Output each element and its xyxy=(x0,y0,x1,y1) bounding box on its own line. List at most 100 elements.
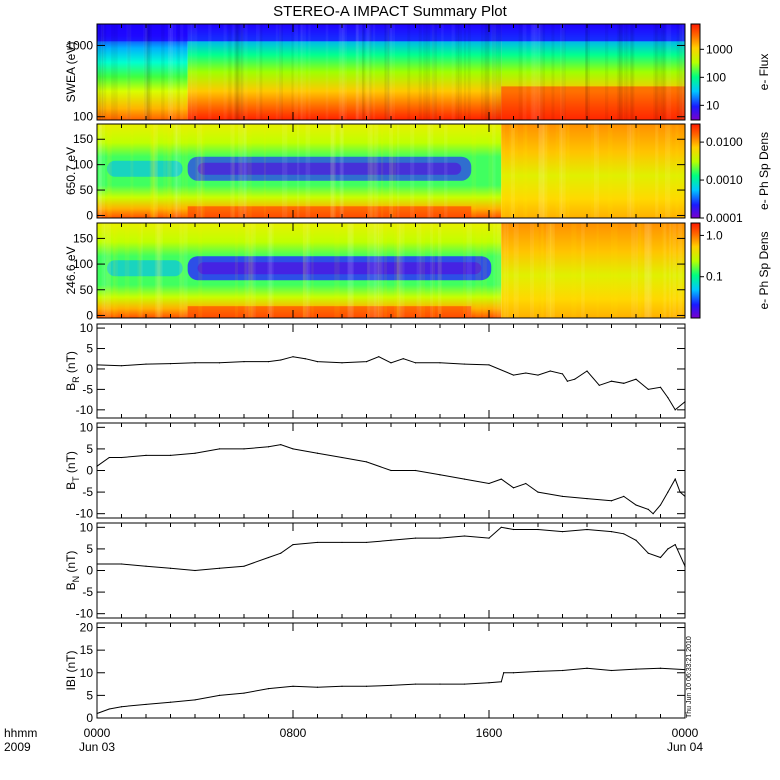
swea-stripe xyxy=(355,24,359,120)
y-axis-label-main: IBI xyxy=(64,676,78,691)
field-trace-point xyxy=(561,669,564,672)
y-tick-label: 0 xyxy=(86,208,93,222)
field-trace-point xyxy=(292,448,294,450)
swea-high-energy-band xyxy=(97,24,685,42)
pad-stripe xyxy=(157,223,163,318)
swea-stripe xyxy=(653,24,658,120)
y-tick-label: -10 xyxy=(76,607,94,621)
swea-stripe xyxy=(485,24,490,120)
swea-stripe xyxy=(278,24,282,120)
pad-stripe xyxy=(430,223,433,318)
pad-stripe xyxy=(376,223,382,318)
colorbar-label: e- Ph Sp Dens xyxy=(757,132,771,210)
pad-stripe xyxy=(156,223,163,318)
pad-stripe xyxy=(493,223,496,318)
pad-stripe xyxy=(492,124,496,218)
swea-stripe xyxy=(355,24,359,120)
pad-stripe xyxy=(416,223,422,318)
y-axis-label: IBI (nT) xyxy=(64,650,78,690)
swea-stripe xyxy=(497,24,502,120)
pad-stripe xyxy=(510,124,516,218)
pad-stripe xyxy=(153,124,158,218)
y-axis-label: SWEA (eV) xyxy=(64,42,78,103)
pad-stripe xyxy=(151,124,156,218)
colorbar-tick-label: 0.0010 xyxy=(706,173,743,187)
pad-stripe xyxy=(549,223,555,318)
pad-stripe xyxy=(571,223,577,318)
field-trace-point xyxy=(439,683,441,685)
field-trace-point xyxy=(512,672,515,674)
pad-stripe xyxy=(646,223,653,318)
colorbar-tick-label: 100 xyxy=(706,70,726,84)
pad-stripe xyxy=(374,124,379,218)
pad-stripe xyxy=(549,223,555,318)
swea-stripe xyxy=(127,24,131,120)
pad-stripe xyxy=(302,223,306,318)
pad-stripe xyxy=(506,223,509,318)
field-trace-point xyxy=(659,386,662,388)
field-trace-point xyxy=(169,567,172,569)
pad-stripe xyxy=(539,124,545,218)
pad-stripe xyxy=(544,124,547,218)
pad-stripe xyxy=(175,124,178,218)
field-trace-point xyxy=(512,374,515,376)
y-tick-label: -5 xyxy=(82,485,93,499)
pad-stripe xyxy=(367,223,374,318)
field-trace-point xyxy=(512,487,515,489)
pad-stripe xyxy=(495,223,501,318)
swea-stripe xyxy=(148,24,152,120)
field-trace-point xyxy=(194,569,196,572)
field-trace-point xyxy=(365,361,368,363)
swea-stripe xyxy=(240,24,243,120)
y-axis-label: BN (nT) xyxy=(64,551,81,591)
field-trace-point xyxy=(488,364,490,366)
y-tick-label: 0 xyxy=(86,711,93,725)
pad-stripe xyxy=(248,223,254,318)
pad-stripe xyxy=(158,223,161,318)
swea-stripe xyxy=(623,24,627,120)
field-trace-point xyxy=(610,380,613,382)
y-axis-label-unit: (nT) xyxy=(64,650,78,675)
y-axis-label-subscript: N xyxy=(71,576,81,583)
field-trace-point xyxy=(243,361,245,363)
field-trace-point xyxy=(341,362,343,364)
field-trace-point xyxy=(623,382,625,384)
swea-stripe xyxy=(531,24,535,120)
pad-stripe xyxy=(367,124,372,218)
pad-stripe xyxy=(153,124,158,218)
field-trace-point xyxy=(537,374,539,376)
field-trace-point xyxy=(316,452,319,454)
pad-stripe xyxy=(200,124,205,218)
pad-stripe xyxy=(169,124,173,218)
y-tick-label: 5 xyxy=(86,342,93,356)
y-tick-label: 10 xyxy=(80,520,94,534)
time-tick-label: 1600 xyxy=(476,726,503,740)
swea-stripe xyxy=(279,24,284,120)
pad-stripe xyxy=(250,223,256,318)
pad-stripe xyxy=(396,223,399,318)
swea-stripe xyxy=(538,24,543,120)
swea-stripe xyxy=(666,24,672,120)
swea-stripe xyxy=(618,24,624,120)
pad-stripe xyxy=(661,223,666,318)
field-trace-point xyxy=(365,461,368,463)
swea-stripe xyxy=(561,24,566,120)
pad-stripe xyxy=(243,223,247,318)
swea-stripe xyxy=(492,24,495,120)
swea-stripe xyxy=(223,24,227,120)
field-trace-point xyxy=(610,500,613,502)
panel-frame xyxy=(96,323,686,419)
pad-stripe xyxy=(331,124,335,218)
pad-stripe xyxy=(655,124,659,218)
swea-stripe xyxy=(551,24,555,120)
swea-stripe xyxy=(491,24,497,120)
pitch-angle-spectrogram xyxy=(97,124,687,218)
field-trace-point xyxy=(623,533,625,535)
swea-stripe xyxy=(451,24,455,120)
field-trace-point xyxy=(243,692,245,694)
pad-stripe xyxy=(591,124,597,218)
pad-stripe xyxy=(339,124,343,218)
pad-stripe xyxy=(500,124,506,218)
pad-stripe xyxy=(302,223,309,318)
